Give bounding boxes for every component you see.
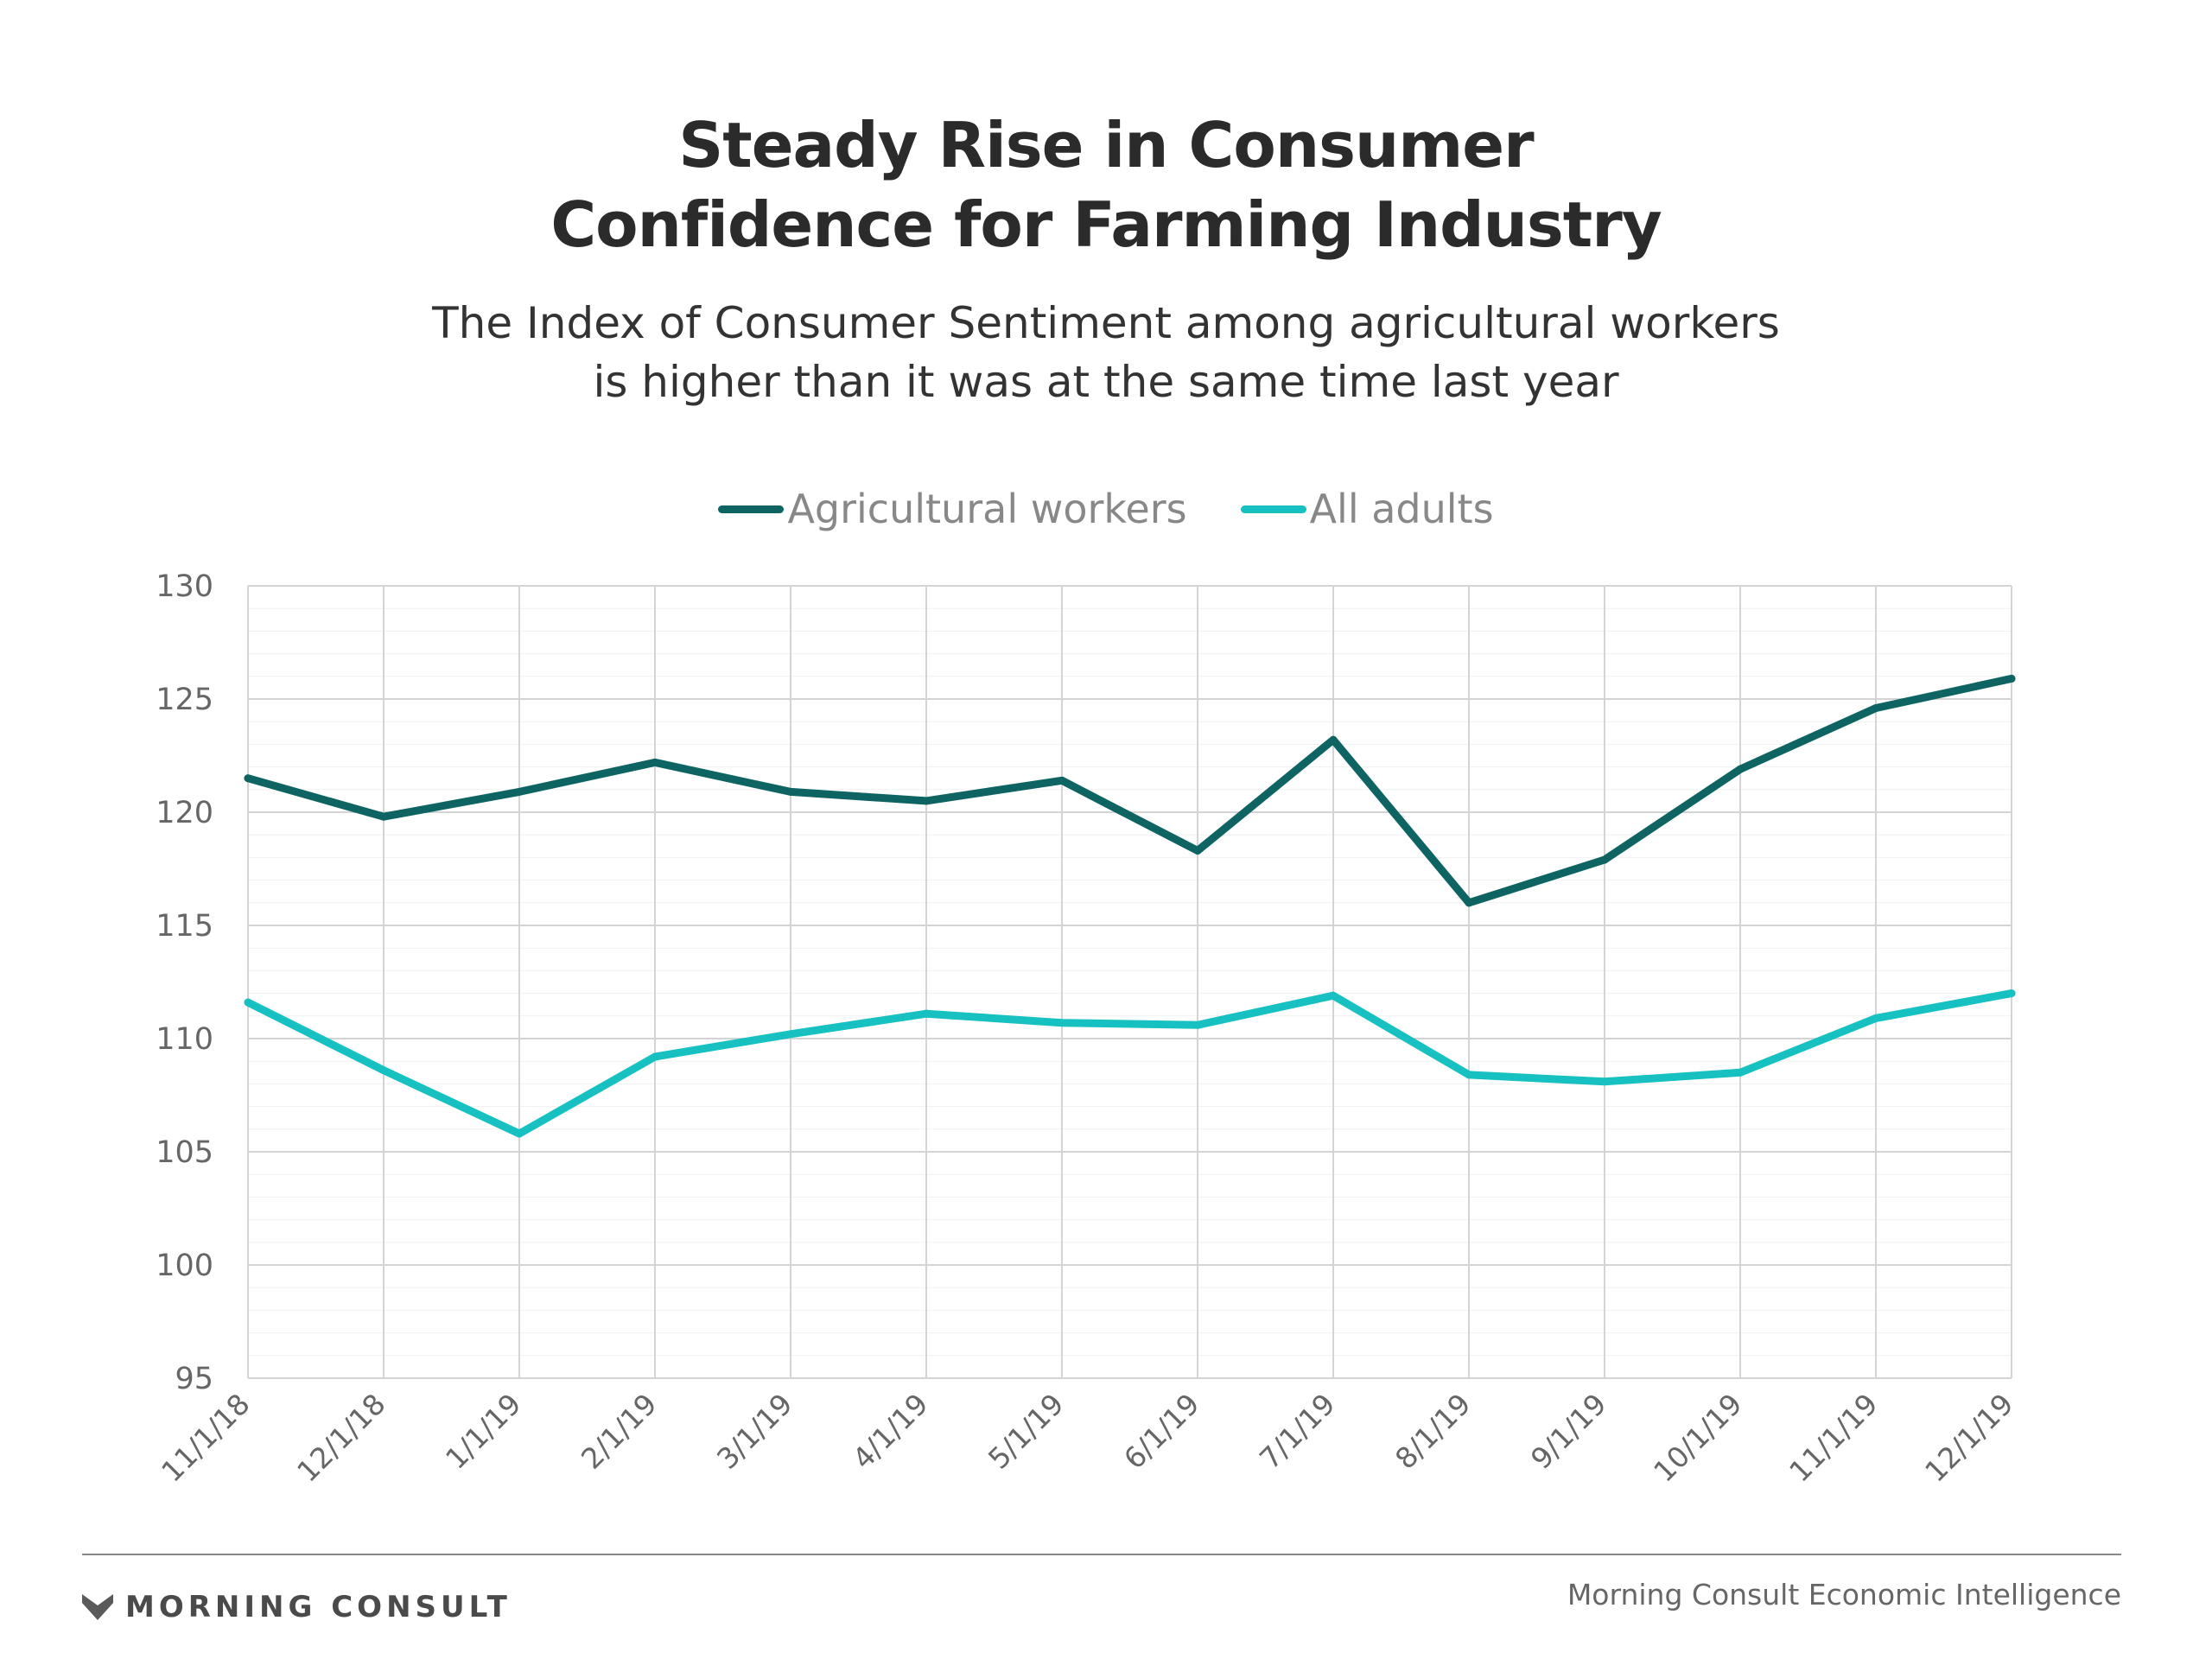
- data-point-agricultural-workers: [651, 758, 659, 766]
- data-point-agricultural-workers: [1329, 735, 1338, 744]
- x-tick-label: 3/1/19: [710, 1387, 799, 1476]
- data-point-agricultural-workers: [1058, 776, 1066, 785]
- data-point-agricultural-workers: [244, 774, 252, 783]
- data-point-agricultural-workers: [786, 787, 795, 796]
- data-point-all-adults: [1058, 1019, 1066, 1027]
- series-line-all-adults: [244, 989, 2016, 1138]
- data-point-agricultural-workers: [1193, 847, 1202, 855]
- x-tick-label: 9/1/19: [1524, 1387, 1613, 1476]
- data-point-all-adults: [515, 1129, 524, 1138]
- data-point-all-adults: [1736, 1068, 1745, 1077]
- legend-swatch-all-adults: [1240, 505, 1306, 513]
- y-tick-label-110: 110: [156, 1022, 213, 1057]
- legend-label-all-adults: All adults: [1309, 486, 1494, 532]
- x-tick-label: 12/1/19: [1918, 1387, 2020, 1489]
- data-point-agricultural-workers: [1465, 899, 1473, 907]
- x-tick-label: 4/1/19: [846, 1387, 935, 1476]
- legend-swatch-agricultural-workers: [718, 505, 785, 513]
- data-point-all-adults: [1600, 1077, 1609, 1086]
- y-tick-label-95: 95: [175, 1362, 213, 1396]
- brand-name: MORNING CONSULT: [125, 1590, 512, 1624]
- x-tick-label: 7/1/19: [1253, 1387, 1342, 1476]
- y-tick-label-105: 105: [156, 1135, 213, 1170]
- x-tick-label: 2/1/19: [575, 1387, 664, 1476]
- x-tick-label: 1/1/19: [439, 1387, 528, 1476]
- subtitle-line-1: The Index of Consumer Sentiment among ag…: [432, 298, 1780, 348]
- x-tick-label: 10/1/19: [1647, 1387, 1749, 1489]
- series-line-agricultural-workers: [244, 674, 2016, 907]
- y-tick-label-125: 125: [156, 683, 213, 717]
- data-point-agricultural-workers: [379, 812, 388, 821]
- y-tick-label-100: 100: [156, 1249, 213, 1283]
- footer-divider: [82, 1554, 2121, 1555]
- legend-item-agricultural-workers: Agricultural workers: [718, 486, 1187, 532]
- data-point-agricultural-workers: [1600, 855, 1609, 864]
- data-point-all-adults: [651, 1052, 659, 1061]
- data-point-all-adults: [1329, 991, 1338, 1000]
- morning-consult-mark-icon: [82, 1594, 113, 1620]
- data-point-agricultural-workers: [1736, 765, 1745, 773]
- x-tick-label: 6/1/19: [1117, 1387, 1206, 1476]
- data-point-all-adults: [2007, 989, 2016, 998]
- data-point-all-adults: [786, 1030, 795, 1039]
- x-tick-label: 11/1/18: [155, 1387, 257, 1489]
- data-point-agricultural-workers: [515, 787, 524, 796]
- y-tick-label-130: 130: [156, 569, 213, 604]
- data-point-all-adults: [379, 1066, 388, 1075]
- chart-subtitle: The Index of Consumer Sentiment among ag…: [0, 294, 2212, 411]
- brand-logo: MORNING CONSULT: [82, 1590, 512, 1624]
- legend-item-all-adults: All adults: [1240, 486, 1494, 532]
- x-tick-label: 12/1/18: [290, 1387, 392, 1489]
- data-point-agricultural-workers: [2007, 674, 2016, 683]
- data-point-all-adults: [244, 998, 252, 1007]
- title-line-2: Confidence for Farming Industry: [550, 188, 1662, 261]
- data-point-all-adults: [922, 1009, 931, 1018]
- data-point-all-adults: [1465, 1071, 1473, 1079]
- subtitle-line-2: is higher than it was at the same time l…: [593, 357, 1619, 407]
- data-point-agricultural-workers: [922, 797, 931, 805]
- y-tick-label-120: 120: [156, 796, 213, 830]
- y-tick-label-115: 115: [156, 909, 213, 944]
- data-point-all-adults: [1193, 1020, 1202, 1029]
- data-point-all-adults: [1872, 1014, 1880, 1022]
- chart-title: Steady Rise in Consumer Confidence for F…: [0, 105, 2212, 264]
- legend: Agricultural workers All adults: [0, 486, 2212, 532]
- x-tick-label: 5/1/19: [982, 1387, 1071, 1476]
- legend-label-agricultural-workers: Agricultural workers: [787, 486, 1187, 532]
- title-line-1: Steady Rise in Consumer: [678, 109, 1534, 181]
- x-tick-label: 8/1/19: [1389, 1387, 1478, 1476]
- source-credit: Morning Consult Economic Intelligence: [1567, 1578, 2121, 1611]
- line-chart: 95 100 105 110 115 120 125 130 11/1/18 12/1/18 1/1…: [155, 569, 2020, 1489]
- data-point-agricultural-workers: [1872, 703, 1880, 712]
- x-tick-label: 11/1/19: [1783, 1387, 1885, 1489]
